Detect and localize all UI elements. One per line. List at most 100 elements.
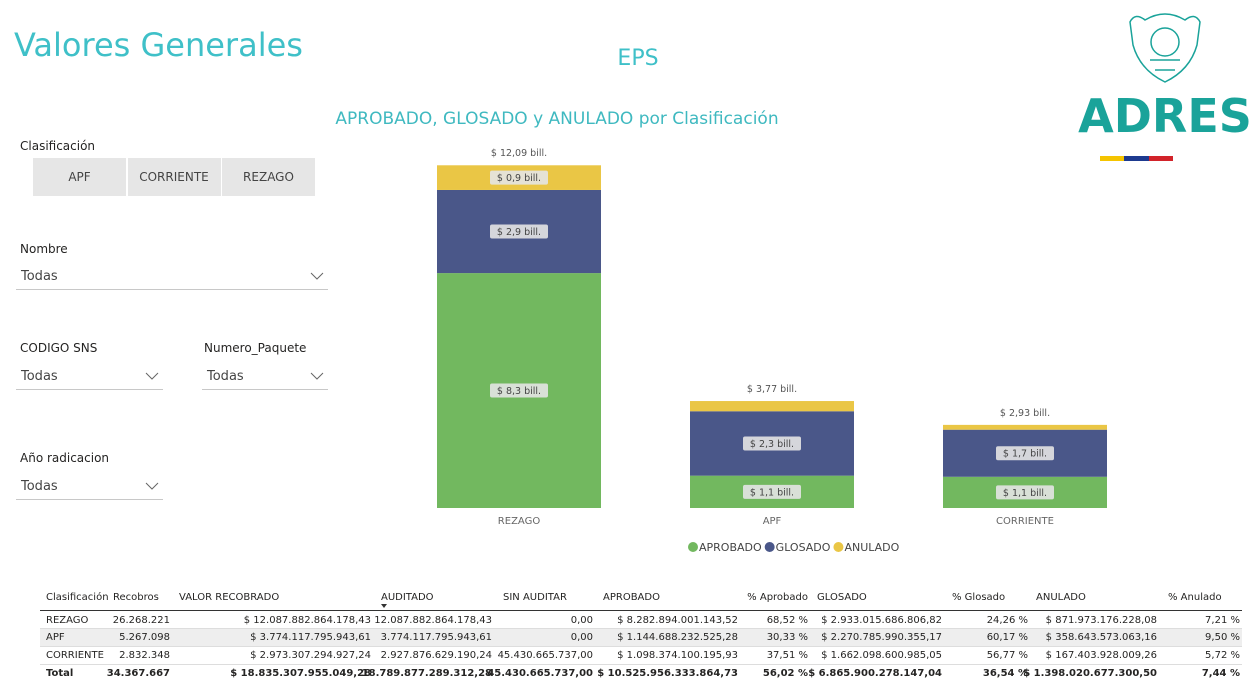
filter-button[interactable]: REZAGO <box>222 158 315 196</box>
table-cell: 60,17 % <box>986 632 1028 643</box>
flag-stripe <box>1124 156 1149 161</box>
total-label: $ 2,93 bill. <box>1000 408 1050 419</box>
legend-label: GLOSADO <box>776 541 831 554</box>
table-cell: 12.087.882.864.178,43 <box>374 615 492 626</box>
label-box <box>743 484 801 499</box>
bar-segment <box>690 401 854 412</box>
table-cell: 5.267.098 <box>119 632 170 643</box>
total-cell: $ 1.398.020.677.300,50 <box>1023 668 1157 679</box>
table-cell: $ 2.973.307.294.927,24 <box>250 650 371 661</box>
table-cell: 2.832.348 <box>119 650 170 661</box>
label-box <box>490 224 548 239</box>
table-cell: $ 12.087.882.864.178,43 <box>243 615 371 626</box>
total-cell: 7,44 % <box>1201 668 1240 679</box>
table-cell: $ 1.144.688.232.525,28 <box>617 632 738 643</box>
table-cell: $ 167.403.928.009,26 <box>1045 650 1157 661</box>
data-label: $ 1,1 bill. <box>1003 488 1047 499</box>
dropdown[interactable]: Todas <box>16 263 328 290</box>
x-tick-label: CORRIENTE <box>996 516 1054 527</box>
total-label: $ 12,09 bill. <box>491 148 547 159</box>
column-header: % Anulado <box>1168 592 1222 603</box>
data-label: $ 1,7 bill. <box>1003 449 1047 460</box>
filter-label: Año radicacion <box>20 451 110 465</box>
table-cell: 68,52 % <box>766 615 808 626</box>
column-header: SIN AUDITAR <box>503 592 567 603</box>
data-label: $ 8,3 bill. <box>497 386 541 397</box>
table-cell: 5,72 % <box>1205 650 1240 661</box>
table-cell: REZAGO <box>46 615 89 626</box>
x-tick-label: APF <box>763 516 782 527</box>
total-cell: $ 18.835.307.955.049,28 <box>230 668 371 679</box>
total-cell: $ 6.865.900.278.147,04 <box>808 668 942 679</box>
total-cell: 45.430.665.737,00 <box>487 668 593 679</box>
logo-emblem <box>1129 13 1201 83</box>
table-cell: 7,21 % <box>1205 615 1240 626</box>
flag-stripe <box>1149 156 1173 161</box>
table-cell: 0,00 <box>570 632 593 643</box>
table-cell: 24,26 % <box>986 615 1028 626</box>
label-box <box>996 485 1054 500</box>
header-rule <box>40 610 1242 611</box>
dropdown[interactable]: Todas <box>16 363 163 390</box>
table-cell: $ 2.933.015.686.806,82 <box>821 615 942 626</box>
legend-label: APROBADO <box>699 541 762 554</box>
row-rule <box>40 664 1242 665</box>
table-cell: $ 2.270.785.990.355,17 <box>821 632 942 643</box>
legend-marker <box>764 542 775 552</box>
column-header: % Glosado <box>952 592 1006 603</box>
table-cell: 45.430.665.737,00 <box>497 650 593 661</box>
sort-arrow <box>381 604 387 608</box>
x-tick-label: REZAGO <box>498 516 541 527</box>
column-header: % Aprobado <box>747 592 808 603</box>
column-header: GLOSADO <box>817 592 867 603</box>
filter-label: Nombre <box>20 242 68 256</box>
filter-label: Numero_Paquete <box>204 341 307 355</box>
table-cell: 2.927.876.629.190,24 <box>380 650 492 661</box>
filter-button[interactable]: APF <box>33 158 126 196</box>
data-label: $ 2,3 bill. <box>750 439 794 450</box>
table-cell: $ 1.662.098.600.985,05 <box>821 650 942 661</box>
filter-label: CODIGO SNS <box>20 341 98 355</box>
table-cell: 9,50 % <box>1205 632 1240 643</box>
bar-segment <box>943 424 1107 430</box>
table-cell: 3.774.117.795.943,61 <box>380 632 492 643</box>
row-rule <box>40 646 1242 647</box>
table-cell: 37,51 % <box>766 650 808 661</box>
dropdown[interactable]: Todas <box>16 473 163 500</box>
table-cell: 0,00 <box>570 615 593 626</box>
logo-text: ADRES <box>1078 89 1252 143</box>
table-cell: $ 358.643.573.063,16 <box>1045 632 1157 643</box>
table-cell: 56,77 % <box>986 650 1028 661</box>
table-cell: 26.268.221 <box>112 615 170 626</box>
table-cell: $ 8.282.894.001.143,52 <box>617 615 738 626</box>
chart-title: APROBADO, GLOSADO y ANULADO por Clasific… <box>335 109 778 129</box>
legend-marker <box>688 542 698 552</box>
filter-label: Clasificación <box>20 139 96 153</box>
data-label: $ 2,9 bill. <box>497 227 541 238</box>
chevron <box>310 372 324 380</box>
column-header: Recobros <box>113 592 159 603</box>
total-cell: 36,54 % <box>982 668 1028 679</box>
table-cell: $ 871.973.176.228,08 <box>1045 615 1157 626</box>
label-box <box>996 446 1054 461</box>
chevron <box>145 372 159 380</box>
total-cell: 34.367.667 <box>106 668 170 679</box>
legend-marker <box>833 542 844 552</box>
data-label: $ 1,1 bill. <box>750 487 794 498</box>
total-cell: 18.789.877.289.312,28 <box>361 668 492 679</box>
label-box <box>490 170 548 185</box>
column-header: ANULADO <box>1036 592 1086 603</box>
dropdown[interactable]: Todas <box>202 363 328 390</box>
row-bg <box>40 629 1242 646</box>
chevron <box>310 272 324 280</box>
dropdown-value: Todas <box>21 368 58 384</box>
data-label: $ 0,9 bill. <box>497 173 541 184</box>
flag-stripe <box>1100 156 1124 161</box>
column-header: AUDITADO <box>381 592 434 603</box>
column-header: VALOR RECOBRADO <box>179 592 280 603</box>
label-box <box>743 436 801 451</box>
filter-button[interactable]: CORRIENTE <box>127 158 221 196</box>
column-header: APROBADO <box>603 592 660 603</box>
